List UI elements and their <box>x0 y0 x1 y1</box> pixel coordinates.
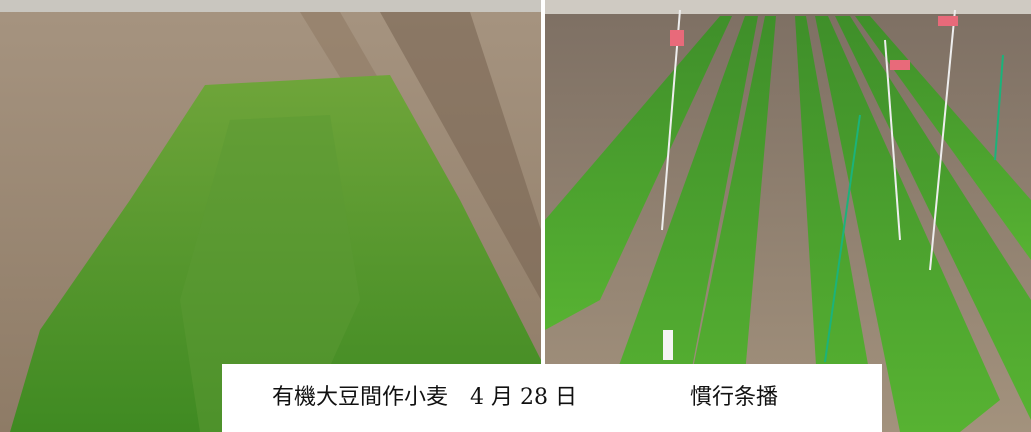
caption-left: 有機大豆間作小麦 4 月 28 日 <box>272 385 577 410</box>
left-photo <box>0 0 541 432</box>
caption-right: 慣行条播 <box>690 385 778 410</box>
caption-box <box>222 364 882 432</box>
right-photo <box>545 0 1031 432</box>
